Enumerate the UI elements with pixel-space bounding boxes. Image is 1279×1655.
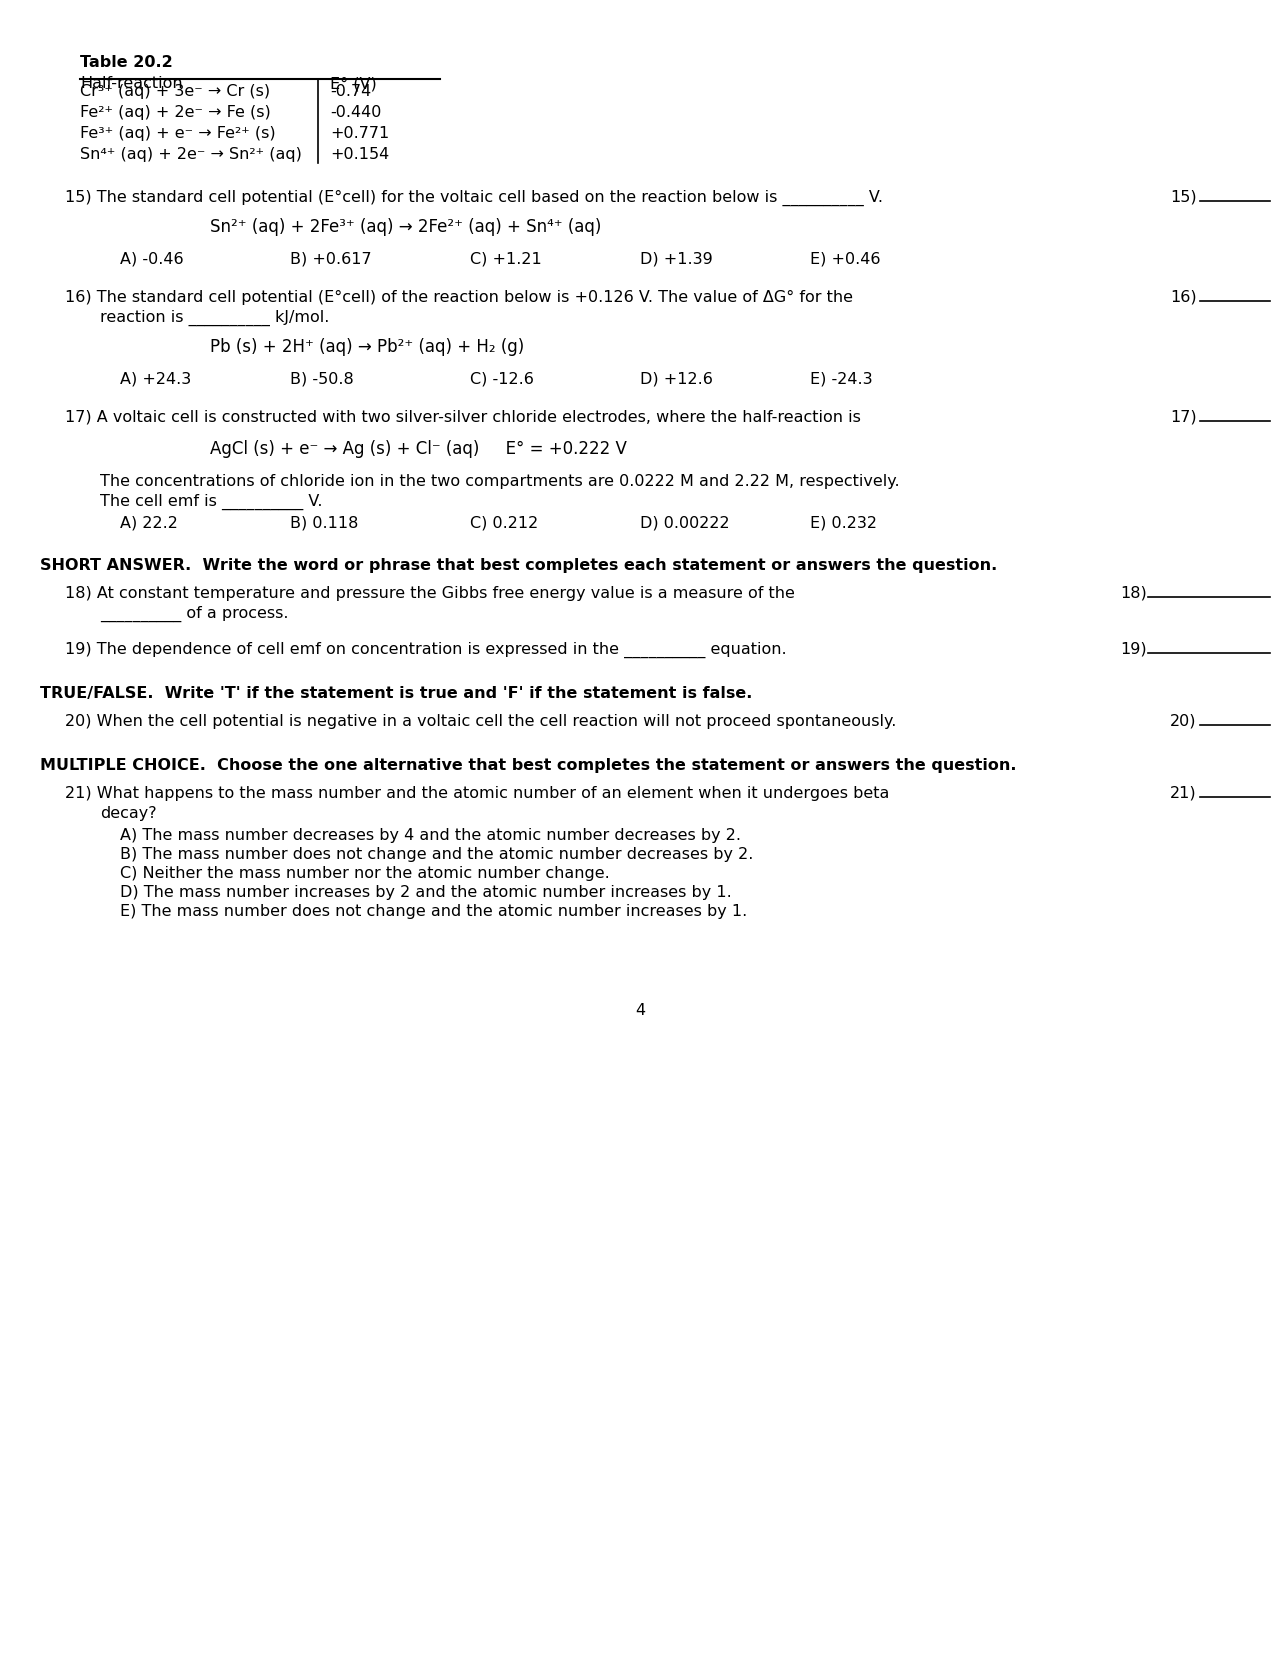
Text: 20) When the cell potential is negative in a voltaic cell the cell reaction will: 20) When the cell potential is negative …	[65, 713, 897, 728]
Text: Fe³⁺ (aq) + e⁻ → Fe²⁺ (s): Fe³⁺ (aq) + e⁻ → Fe²⁺ (s)	[81, 126, 276, 141]
Text: D) +12.6: D) +12.6	[640, 372, 712, 387]
Text: AgCl (s) + e⁻ → Ag (s) + Cl⁻ (aq)     E° = +0.222 V: AgCl (s) + e⁻ → Ag (s) + Cl⁻ (aq) E° = +…	[210, 440, 627, 458]
Text: C) -12.6: C) -12.6	[469, 372, 533, 387]
Text: Sn⁴⁺ (aq) + 2e⁻ → Sn²⁺ (aq): Sn⁴⁺ (aq) + 2e⁻ → Sn²⁺ (aq)	[81, 147, 302, 162]
Text: Sn²⁺ (aq) + 2Fe³⁺ (aq) → 2Fe²⁺ (aq) + Sn⁴⁺ (aq): Sn²⁺ (aq) + 2Fe³⁺ (aq) → 2Fe²⁺ (aq) + Sn…	[210, 218, 601, 237]
Text: E) The mass number does not change and the atomic number increases by 1.: E) The mass number does not change and t…	[120, 904, 747, 919]
Text: MULTIPLE CHOICE.  Choose the one alternative that best completes the statement o: MULTIPLE CHOICE. Choose the one alternat…	[40, 758, 1017, 773]
Text: Half-reaction: Half-reaction	[81, 76, 183, 91]
Text: 18) At constant temperature and pressure the Gibbs free energy value is a measur: 18) At constant temperature and pressure…	[65, 586, 794, 601]
Text: 21) What happens to the mass number and the atomic number of an element when it : 21) What happens to the mass number and …	[65, 786, 889, 801]
Text: A) The mass number decreases by 4 and the atomic number decreases by 2.: A) The mass number decreases by 4 and th…	[120, 828, 741, 842]
Text: E) +0.46: E) +0.46	[810, 252, 880, 266]
Text: B) 0.118: B) 0.118	[290, 516, 358, 531]
Text: reaction is __________ kJ/mol.: reaction is __________ kJ/mol.	[100, 309, 330, 326]
Text: C) Neither the mass number nor the atomic number change.: C) Neither the mass number nor the atomi…	[120, 866, 610, 880]
Text: 18): 18)	[1120, 586, 1147, 601]
Text: D) 0.00222: D) 0.00222	[640, 516, 729, 531]
Text: B) +0.617: B) +0.617	[290, 252, 372, 266]
Text: 16) The standard cell potential (E°cell) of the reaction below is +0.126 V. The : 16) The standard cell potential (E°cell)…	[65, 290, 853, 305]
Text: -0.440: -0.440	[330, 104, 381, 119]
Text: A) 22.2: A) 22.2	[120, 516, 178, 531]
Text: 16): 16)	[1170, 290, 1197, 305]
Text: The cell emf is __________ V.: The cell emf is __________ V.	[100, 493, 322, 510]
Text: __________ of a process.: __________ of a process.	[100, 606, 289, 622]
Text: A) +24.3: A) +24.3	[120, 372, 192, 387]
Text: E) 0.232: E) 0.232	[810, 516, 877, 531]
Text: +0.154: +0.154	[330, 147, 389, 162]
Text: -0.74: -0.74	[330, 84, 371, 99]
Text: The concentrations of chloride ion in the two compartments are 0.0222 M and 2.22: The concentrations of chloride ion in th…	[100, 473, 899, 488]
Text: Cr³⁺ (aq) + 3e⁻ → Cr (s): Cr³⁺ (aq) + 3e⁻ → Cr (s)	[81, 84, 270, 99]
Text: A) -0.46: A) -0.46	[120, 252, 184, 266]
Text: E) -24.3: E) -24.3	[810, 372, 872, 387]
Text: D) +1.39: D) +1.39	[640, 252, 712, 266]
Text: 15) The standard cell potential (E°cell) for the voltaic cell based on the react: 15) The standard cell potential (E°cell)…	[65, 190, 883, 207]
Text: 19): 19)	[1120, 642, 1147, 657]
Text: C) 0.212: C) 0.212	[469, 516, 538, 531]
Text: 19) The dependence of cell emf on concentration is expressed in the __________ e: 19) The dependence of cell emf on concen…	[65, 642, 787, 657]
Text: +0.771: +0.771	[330, 126, 389, 141]
Text: C) +1.21: C) +1.21	[469, 252, 542, 266]
Text: B) -50.8: B) -50.8	[290, 372, 354, 387]
Text: Fe²⁺ (aq) + 2e⁻ → Fe (s): Fe²⁺ (aq) + 2e⁻ → Fe (s)	[81, 104, 271, 119]
Text: Table 20.2: Table 20.2	[81, 55, 173, 70]
Text: decay?: decay?	[100, 806, 156, 821]
Text: 17) A voltaic cell is constructed with two silver-silver chloride electrodes, wh: 17) A voltaic cell is constructed with t…	[65, 410, 861, 425]
Text: D) The mass number increases by 2 and the atomic number increases by 1.: D) The mass number increases by 2 and th…	[120, 884, 732, 899]
Text: E° (V): E° (V)	[330, 76, 377, 91]
Text: B) The mass number does not change and the atomic number decreases by 2.: B) The mass number does not change and t…	[120, 846, 753, 862]
Text: Pb (s) + 2H⁺ (aq) → Pb²⁺ (aq) + H₂ (g): Pb (s) + 2H⁺ (aq) → Pb²⁺ (aq) + H₂ (g)	[210, 338, 524, 356]
Text: 20): 20)	[1170, 713, 1196, 728]
Text: 4: 4	[634, 1003, 645, 1018]
Text: 17): 17)	[1170, 410, 1197, 425]
Text: SHORT ANSWER.  Write the word or phrase that best completes each statement or an: SHORT ANSWER. Write the word or phrase t…	[40, 558, 998, 573]
Text: TRUE/FALSE.  Write 'T' if the statement is true and 'F' if the statement is fals: TRUE/FALSE. Write 'T' if the statement i…	[40, 685, 752, 700]
Text: 15): 15)	[1170, 190, 1197, 205]
Text: 21): 21)	[1170, 786, 1197, 801]
